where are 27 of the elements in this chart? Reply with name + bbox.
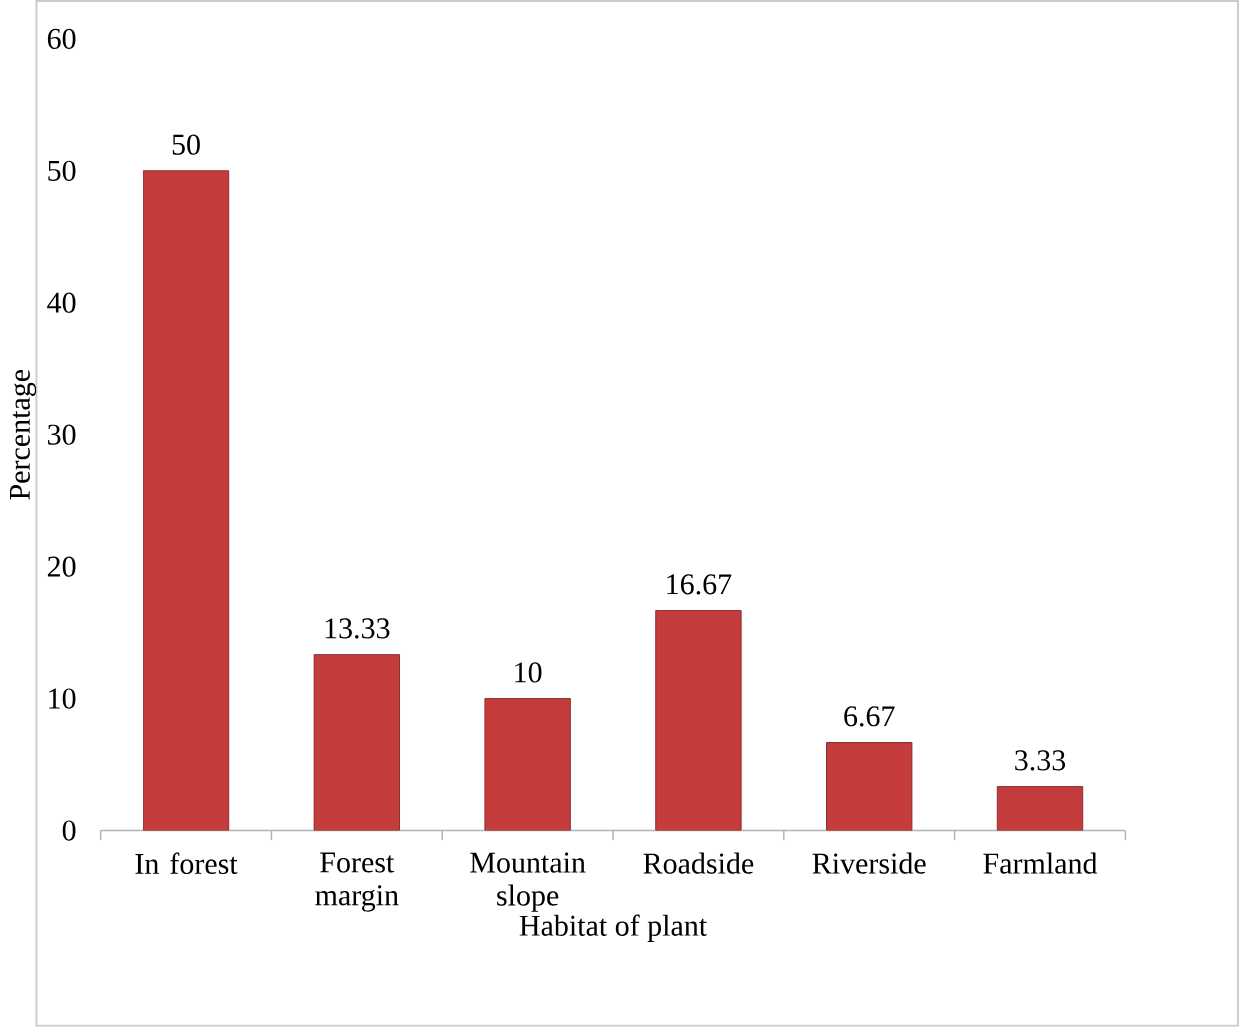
x-tick-label: Roadside: [643, 852, 754, 874]
x-tick-label: Farmland: [983, 852, 1098, 874]
x-tick-label: Riverside: [812, 852, 926, 874]
data-label: 10: [515, 662, 542, 683]
y-tick-label: 50: [48, 160, 76, 182]
y-tick-label: 60: [47, 28, 76, 50]
data-label: 13.33: [325, 618, 390, 639]
x-tick-label: Mountain slope: [470, 852, 586, 912]
y-tick-label: 30: [48, 424, 76, 445]
y-tick-label: 10: [49, 688, 76, 709]
data-label: 16.67: [667, 574, 732, 595]
x-tick-label: In forest: [135, 852, 238, 875]
data-label: 6.67: [844, 706, 895, 727]
bar: [826, 742, 913, 831]
data-label: 50: [172, 134, 200, 155]
y-axis-title: Percentage: [9, 370, 37, 500]
bar: [484, 698, 571, 831]
bar: [996, 786, 1084, 831]
bar: [655, 610, 742, 831]
y-tick-label: 40: [47, 292, 76, 313]
x-tick-label: Forest margin: [315, 852, 399, 912]
x-axis-title: Habitat of plant: [519, 914, 707, 943]
data-label: 3.33: [1015, 750, 1066, 771]
bar: [313, 654, 401, 831]
y-tick-label: 20: [47, 556, 76, 577]
y-tick-label: 0: [62, 820, 76, 841]
bar: [142, 170, 230, 831]
